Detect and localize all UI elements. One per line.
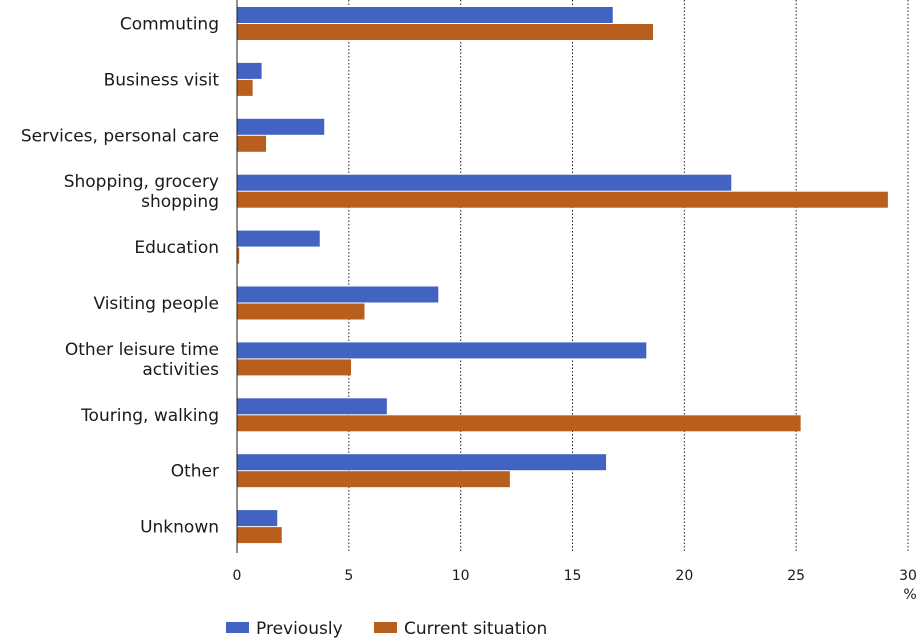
- x-tick-label-30: 30: [899, 568, 917, 584]
- legend-label-current: Current situation: [404, 619, 547, 639]
- category-label-6-line0: Other leisure time: [65, 340, 219, 360]
- bar-previously-3: [237, 174, 732, 191]
- bar-current-5: [237, 303, 365, 320]
- bar-previously-7: [237, 398, 387, 415]
- bar-previously-2: [237, 118, 325, 135]
- category-label-3-line1: shopping: [141, 192, 219, 212]
- bar-previously-6: [237, 342, 647, 359]
- x-tick-label-25: 25: [787, 568, 805, 584]
- x-tick-label-10: 10: [452, 568, 470, 584]
- x-tick-label-20: 20: [675, 568, 693, 584]
- x-tick-label-15: 15: [564, 568, 582, 584]
- category-labels: Commuting Business visit Services, persona…: [21, 15, 219, 538]
- bar-current-8: [237, 471, 510, 488]
- category-label-7: Touring, walking: [80, 406, 219, 426]
- x-axis-unit-label: %: [903, 587, 916, 603]
- bar-previously-4: [237, 230, 320, 247]
- legend-swatch-previously: [226, 622, 249, 633]
- bar-current-6: [237, 359, 352, 376]
- category-label-2: Services, personal care: [21, 126, 219, 146]
- category-label-4: Education: [134, 238, 219, 258]
- legend-swatch-current: [374, 622, 397, 633]
- bar-previously-5: [237, 286, 439, 303]
- bar-current-4: [237, 247, 240, 264]
- legend-label-previously: Previously: [256, 619, 343, 639]
- bar-previously-0: [237, 7, 613, 23]
- bar-current-7: [237, 415, 801, 432]
- category-label-3-line0: Shopping, grocery: [64, 172, 219, 192]
- bar-previously-9: [237, 510, 278, 527]
- bar-previously-1: [237, 62, 262, 79]
- category-label-9: Unknown: [140, 518, 219, 538]
- category-label-6-line1: activities: [142, 360, 219, 380]
- category-label-0: Commuting: [120, 15, 219, 35]
- category-label-1: Business visit: [104, 70, 220, 90]
- bar-previously-8: [237, 454, 607, 471]
- x-axis-ticks: 0 5 10 15 20 25 30: [233, 568, 917, 584]
- bar-current-9: [237, 527, 282, 544]
- gridlines: [348, 0, 909, 553]
- bar-current-1: [237, 79, 253, 96]
- bar-current-0: [237, 24, 654, 40]
- bar-current-3: [237, 191, 888, 208]
- bars: [237, 7, 888, 544]
- x-tick-label-5: 5: [344, 568, 353, 584]
- category-label-5: Visiting people: [93, 294, 219, 314]
- x-tick-label-0: 0: [233, 568, 242, 584]
- legend: Previously Current situation: [226, 619, 547, 639]
- bar-current-2: [237, 135, 267, 152]
- category-label-8: Other: [171, 462, 219, 482]
